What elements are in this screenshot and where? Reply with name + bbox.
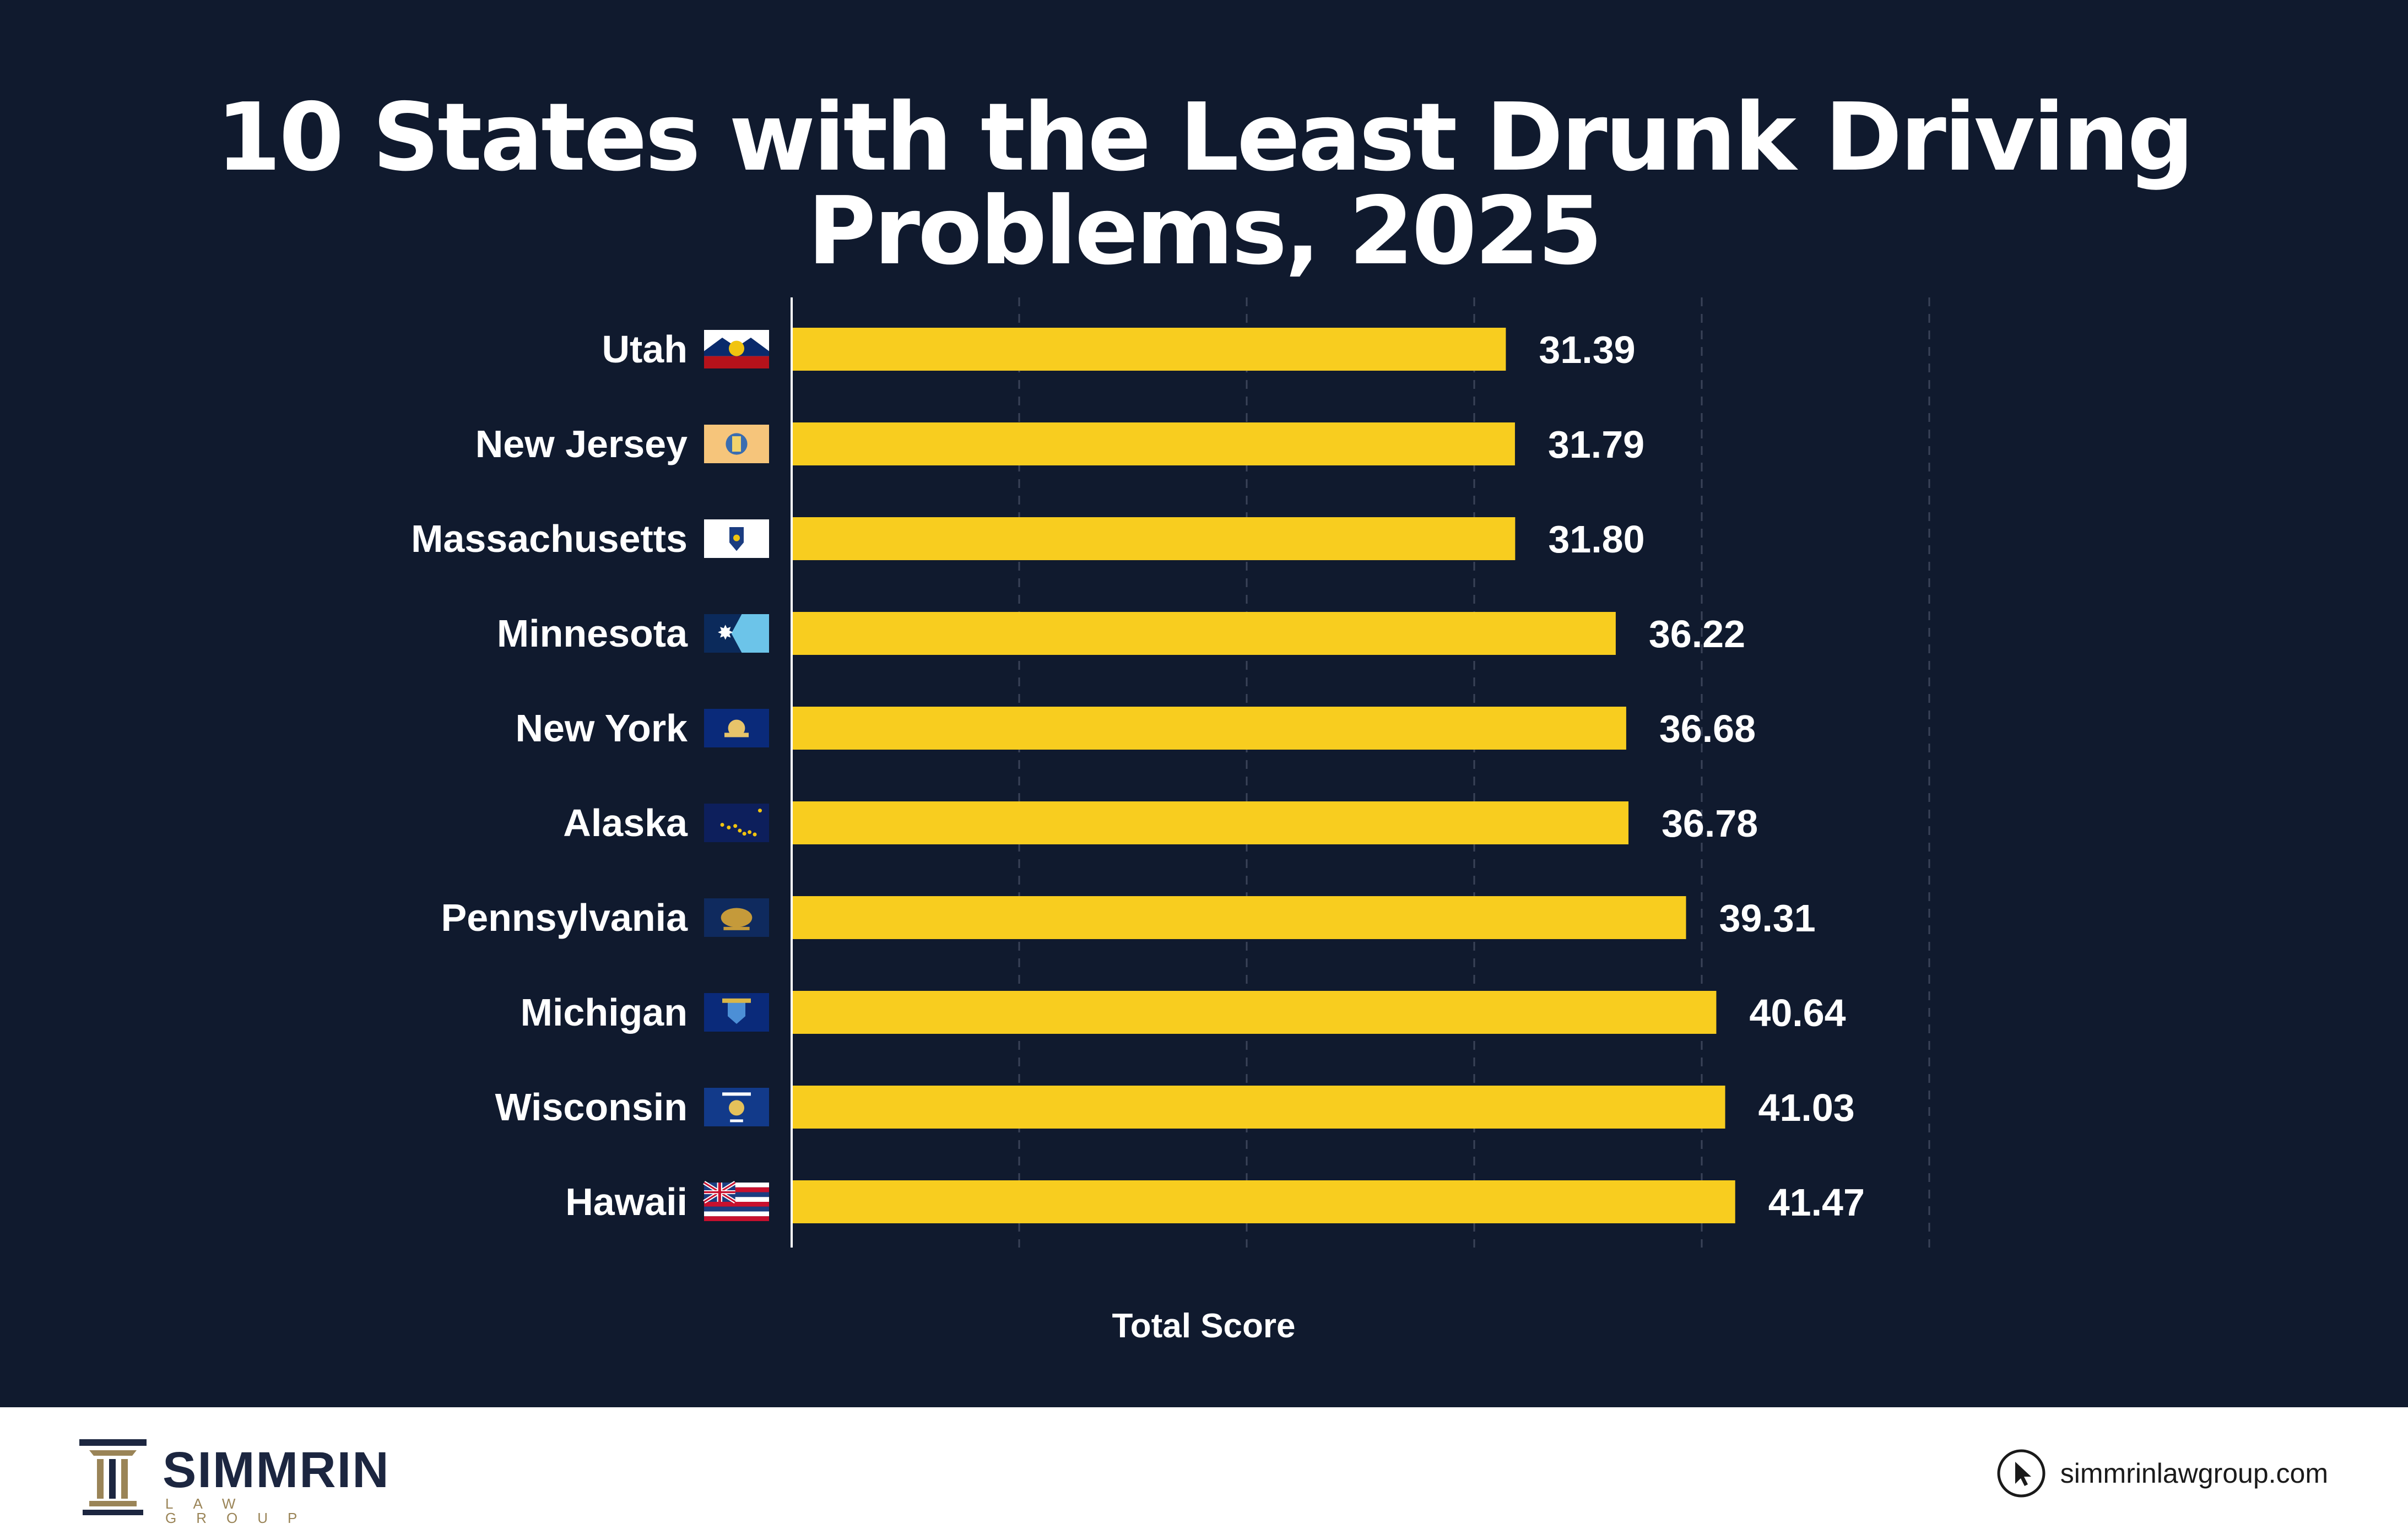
new-york-flag-icon (704, 709, 769, 747)
category-label-utah: Utah (602, 328, 688, 371)
pillar-logo-icon (79, 1439, 147, 1515)
bar-minnesota (793, 612, 1616, 655)
bar-michigan (793, 991, 1717, 1034)
category-label-alaska: Alaska (563, 801, 688, 844)
michigan-flag-icon (704, 993, 769, 1032)
value-label-utah: 31.39 (1539, 328, 1635, 371)
utah-flag-icon (704, 330, 769, 368)
bar-chart: 31.39 Utah 31.79 New Jersey 31.80 Massachuset… (411, 297, 1930, 1345)
value-label-wisconsin: 41.03 (1758, 1086, 1855, 1129)
bar-massachusetts (793, 517, 1516, 560)
value-label-pennsylvania: 39.31 (1719, 897, 1816, 940)
simmrin-logo[interactable]: SIMMRIN LAW GROUP (77, 1435, 389, 1525)
value-label-michigan: 40.64 (1749, 991, 1846, 1034)
pennsylvania-flag-icon (704, 898, 769, 937)
category-label-new-york: New York (515, 707, 688, 750)
value-label-minnesota: 36.22 (1649, 612, 1745, 655)
minnesota-flag-icon: ✸ (704, 614, 769, 653)
hawaii-flag-icon (703, 1181, 769, 1221)
chart-area: 10 States with the Least Drunk Driving P… (216, 83, 2194, 1345)
value-label-alaska: 36.78 (1662, 802, 1758, 845)
website-link[interactable]: simmrinlawgroup.com (1996, 1446, 2328, 1501)
category-label-minnesota: Minnesota (497, 612, 688, 655)
category-label-wisconsin: Wisconsin (495, 1086, 688, 1129)
bar-utah (793, 328, 1506, 371)
bar-alaska (793, 801, 1629, 844)
website-text: simmrinlawgroup.com (2060, 1458, 2328, 1489)
value-label-massachusetts: 31.80 (1548, 518, 1644, 561)
new-jersey-flag-icon (704, 425, 769, 463)
bar-pennsylvania (793, 896, 1686, 939)
page-title: 10 States with the Least Drunk Driving P… (216, 83, 2194, 286)
category-label-new-jersey: New Jersey (475, 422, 688, 465)
massachusetts-flag-icon (704, 519, 769, 558)
category-label-pennsylvania: Pennsylvania (441, 896, 689, 939)
svg-text:✸: ✸ (717, 622, 734, 644)
logo-subtitle: LAW GROUP (165, 1495, 317, 1526)
bar-hawaii (793, 1180, 1735, 1223)
value-label-hawaii: 41.47 (1768, 1181, 1865, 1224)
bar-new-york (793, 707, 1626, 750)
bar-wisconsin (793, 1086, 1725, 1129)
bar-new-jersey (793, 422, 1515, 465)
x-axis-title: Total Score (1112, 1307, 1295, 1345)
wisconsin-flag-icon (704, 1088, 769, 1126)
footer: SIMMRIN LAW GROUP simmrinlawgroup.com (0, 1407, 2408, 1540)
logo-name: SIMMRIN (163, 1442, 390, 1498)
category-label-massachusetts: Massachusetts (411, 517, 688, 560)
category-label-michigan: Michigan (521, 991, 688, 1034)
value-label-new-jersey: 31.79 (1548, 423, 1644, 466)
category-label-hawaii: Hawaii (565, 1180, 688, 1223)
alaska-flag-icon (704, 804, 769, 842)
cursor-icon (1997, 1449, 2046, 1498)
value-label-new-york: 36.68 (1659, 707, 1756, 750)
